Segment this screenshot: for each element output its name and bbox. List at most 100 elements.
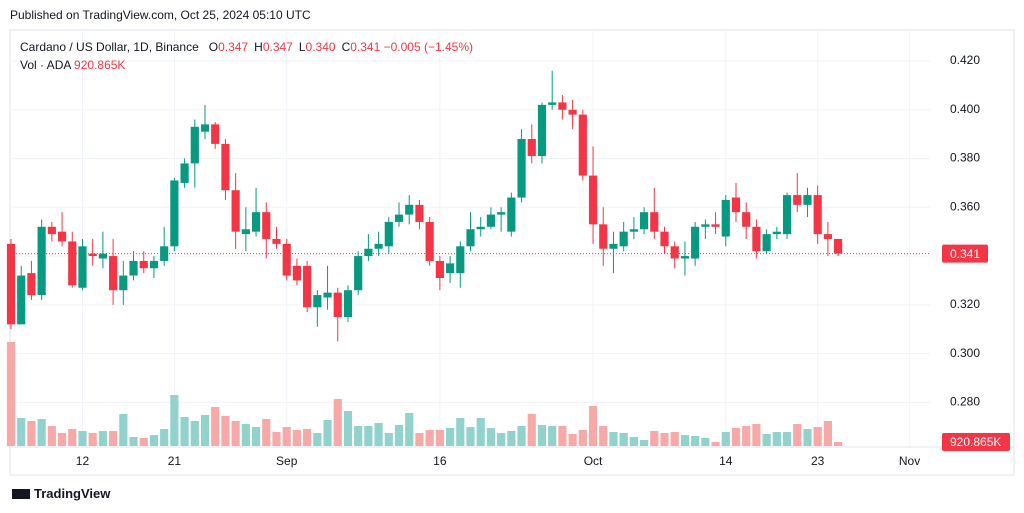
last-volume-label: 920.865K xyxy=(950,435,1001,449)
candle-body xyxy=(527,139,536,157)
candle-body xyxy=(619,231,628,247)
candle-body xyxy=(466,229,475,247)
candle-body xyxy=(588,175,598,225)
volume-bar xyxy=(292,430,301,446)
candle-body xyxy=(425,221,434,261)
volume-bar xyxy=(78,431,87,446)
volume-bar xyxy=(782,432,792,446)
candle-body xyxy=(119,275,128,291)
volume-bar xyxy=(37,419,46,446)
volume-bar xyxy=(762,434,771,446)
candle-body xyxy=(272,238,281,244)
candle-body xyxy=(109,256,118,291)
volume-bar xyxy=(323,420,332,446)
volume-bar xyxy=(548,426,557,446)
volume-bar xyxy=(701,438,710,446)
candle-body xyxy=(405,204,414,215)
published-note: Published on TradingView.com, Oct 25, 20… xyxy=(10,8,311,22)
candle-body xyxy=(742,212,751,227)
volume-bar xyxy=(445,428,455,446)
volume-bar xyxy=(343,411,353,446)
last-price-label: 0.341 xyxy=(950,247,980,261)
candle-body xyxy=(813,195,822,235)
volume-bar xyxy=(731,428,741,446)
ohlc-value: 0.347 xyxy=(262,40,293,54)
last-price-badge xyxy=(942,244,988,263)
volume-bar xyxy=(394,425,404,446)
volume-bar xyxy=(486,428,496,446)
candle-body xyxy=(374,243,383,249)
candle-body xyxy=(17,275,26,325)
logo: TradingView xyxy=(12,486,110,501)
volume-bar xyxy=(333,399,342,446)
volume-bar xyxy=(711,442,720,446)
volume-bar xyxy=(772,432,781,446)
candle-body xyxy=(354,256,363,291)
volume-bar xyxy=(17,418,26,446)
volume-bar xyxy=(629,437,638,446)
candle-body xyxy=(170,180,179,247)
logo-text: TradingView xyxy=(34,486,111,501)
volume-bar xyxy=(354,426,363,446)
candle-body xyxy=(762,234,771,252)
symbol-title: Cardano / US Dollar, 1D, Binance xyxy=(20,40,199,54)
volume-bar xyxy=(241,424,250,446)
candle-body xyxy=(149,260,159,269)
volume-bar xyxy=(180,417,189,446)
candle-body xyxy=(139,260,148,269)
legend-row: Vol · ADA 920.865K xyxy=(20,56,473,74)
volume-bar xyxy=(27,421,36,446)
volume-bar xyxy=(742,426,751,446)
volume-value: 920.865K xyxy=(74,58,126,72)
candle-body xyxy=(221,143,230,191)
candle-body xyxy=(129,260,138,276)
volume-bar xyxy=(599,426,608,446)
candle-body xyxy=(251,212,261,232)
candle-body xyxy=(303,265,312,308)
candle-body xyxy=(190,126,199,164)
candle-body xyxy=(660,231,669,247)
candle-body xyxy=(476,226,485,230)
ohlc-key: O xyxy=(208,40,219,54)
volume-bar xyxy=(262,419,271,446)
candle-body xyxy=(57,231,67,242)
volume-bar xyxy=(415,433,424,446)
volume-bar xyxy=(303,429,312,446)
volume-bar xyxy=(190,421,199,446)
volume-bar xyxy=(129,437,138,446)
candle-body xyxy=(200,124,210,132)
candle-body xyxy=(721,199,730,237)
candle-body xyxy=(384,221,393,247)
candle-body xyxy=(752,226,761,252)
y-tick-label: 0.360 xyxy=(950,199,980,213)
volume-bar xyxy=(282,427,291,446)
volume-bar xyxy=(823,421,832,446)
volume-bar xyxy=(435,430,444,446)
volume-bar xyxy=(88,433,97,446)
candle-body xyxy=(394,214,404,222)
candle-body xyxy=(313,295,322,308)
candle-body xyxy=(241,229,250,235)
volume-bar xyxy=(578,430,587,446)
volume-bar xyxy=(57,433,67,446)
candle-body xyxy=(803,195,812,205)
y-tick-label: 0.400 xyxy=(950,102,980,116)
volume-bar xyxy=(803,429,812,446)
volume-bar xyxy=(721,432,730,446)
volume-bar xyxy=(834,441,843,446)
candle-body xyxy=(578,114,587,176)
ohlc-key: C xyxy=(341,40,351,54)
candle-body xyxy=(68,241,77,286)
volume-bar xyxy=(588,406,598,446)
volume-bar xyxy=(793,424,802,446)
candle-body xyxy=(772,231,781,235)
volume-bar xyxy=(813,427,822,446)
candle-body xyxy=(568,109,577,115)
volume-bar xyxy=(98,431,107,446)
candle-body xyxy=(292,265,301,281)
volume-bar xyxy=(231,421,240,446)
y-tick-label: 0.280 xyxy=(950,395,980,409)
ohlc: O0.347 H0.347 L0.340 C0.341 xyxy=(199,40,381,54)
y-tick-label: 0.380 xyxy=(950,151,980,165)
